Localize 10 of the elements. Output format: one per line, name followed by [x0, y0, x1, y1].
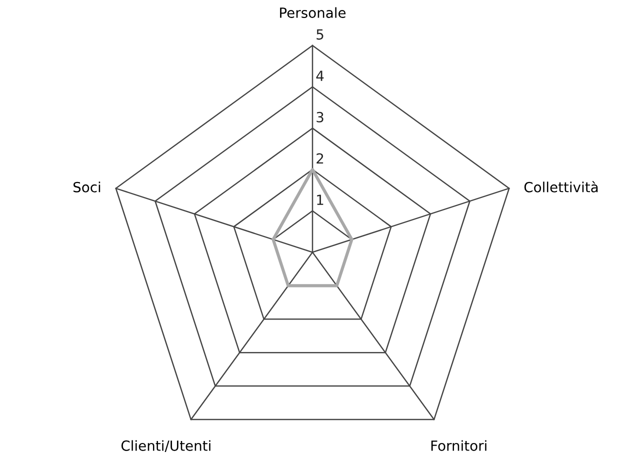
- y-tick-label: 2: [316, 153, 324, 164]
- y-tick-label: 4: [316, 70, 324, 81]
- y-tick-label: 5: [316, 29, 324, 40]
- y-tick-label: 3: [316, 112, 324, 122]
- spoke-label: Soci: [73, 182, 100, 192]
- spoke-label: Personale: [280, 7, 346, 18]
- spoke-label: Fornitori: [431, 440, 486, 451]
- spoke-label: Collettività: [524, 181, 598, 192]
- spoke-label: Clienti/Utenti: [121, 440, 210, 452]
- y-tick-label: 1: [317, 194, 324, 205]
